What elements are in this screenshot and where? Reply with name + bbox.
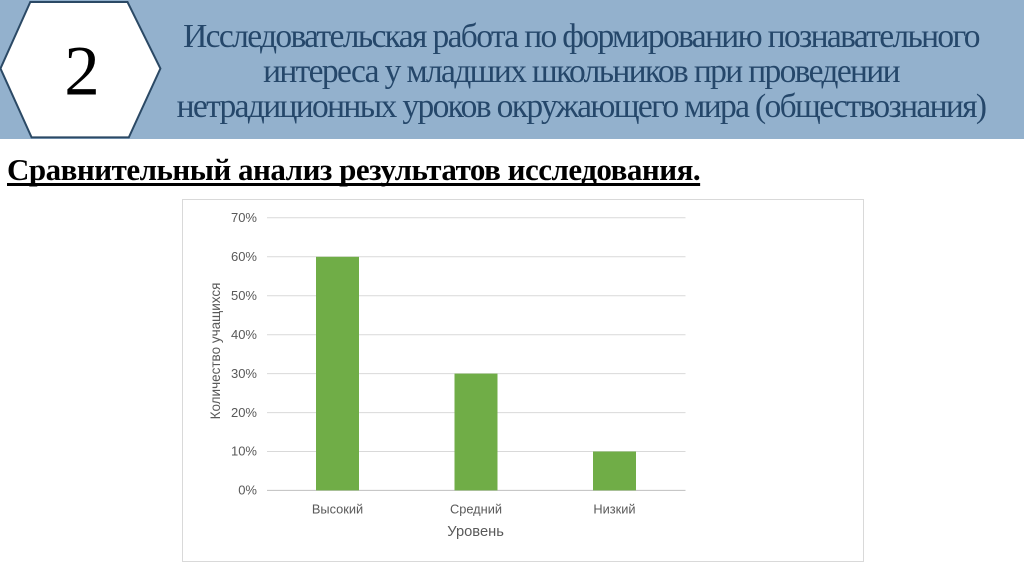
svg-text:Высокий: Высокий bbox=[312, 501, 363, 516]
svg-text:Количество учащихся: Количество учащихся bbox=[208, 283, 223, 420]
svg-text:0%: 0% bbox=[238, 483, 257, 498]
svg-text:Средний: Средний bbox=[450, 501, 502, 516]
svg-text:20%: 20% bbox=[231, 405, 257, 420]
svg-text:Низкий: Низкий bbox=[593, 501, 635, 516]
svg-text:70%: 70% bbox=[231, 210, 257, 225]
svg-text:30%: 30% bbox=[231, 366, 257, 381]
svg-text:50%: 50% bbox=[231, 288, 257, 303]
svg-text:10%: 10% bbox=[231, 444, 257, 459]
svg-text:Уровень: Уровень bbox=[447, 524, 504, 540]
svg-text:2: 2 bbox=[64, 33, 100, 111]
svg-text:60%: 60% bbox=[231, 249, 257, 264]
svg-text:40%: 40% bbox=[231, 327, 257, 342]
